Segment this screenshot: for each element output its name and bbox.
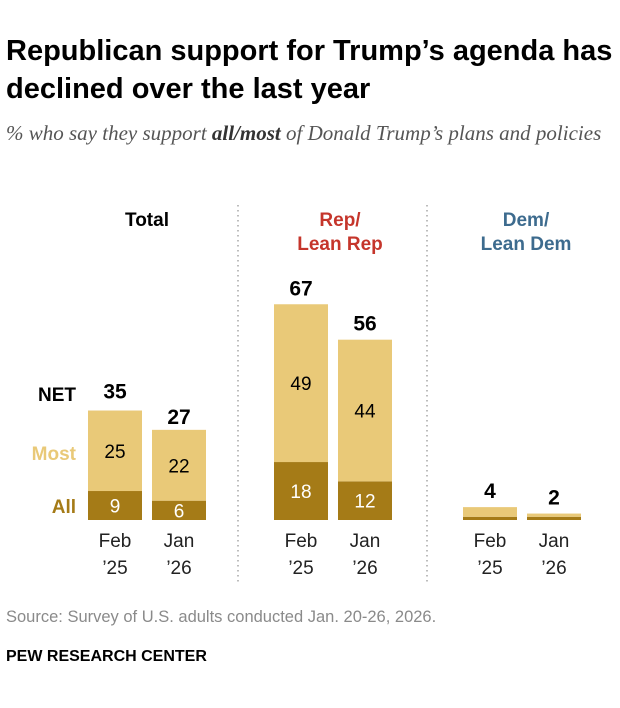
net-label: 2 (548, 487, 560, 510)
panel-title: Rep/ (319, 210, 361, 231)
all-label: 6 (174, 501, 185, 522)
bar-most (527, 513, 581, 517)
x-tick-label: Feb (99, 531, 132, 552)
x-tick-label: Feb (285, 531, 318, 552)
x-tick-label: Jan (539, 531, 570, 552)
panel-title: Lean Rep (297, 234, 383, 255)
x-tick-label: Jan (350, 531, 381, 552)
subtitle-text: % who say they support (6, 121, 212, 145)
subtitle-emphasis: all/most (211, 121, 281, 145)
chart-subtitle: % who say they support all/most of Donal… (6, 118, 616, 149)
bar-most (274, 304, 328, 463)
bar-most (338, 339, 392, 482)
most-label: 44 (354, 402, 376, 423)
bar-most (152, 429, 206, 501)
bar-most (88, 410, 142, 492)
all-label: 12 (354, 492, 375, 513)
net-label: 56 (353, 313, 376, 336)
most-label: 49 (290, 374, 311, 395)
all-label: 18 (290, 482, 311, 503)
org-name: PEW RESEARCH CENTER (6, 648, 207, 665)
bar-all (88, 491, 142, 520)
panel-title: Total (125, 210, 169, 231)
chart-title: Republican support for Trump’s agenda ha… (6, 35, 613, 105)
x-tick-label: ’26 (166, 558, 191, 579)
subtitle-text: of Donald Trump’s plans and policies (280, 121, 602, 145)
bar-all (527, 516, 581, 520)
bar-all (274, 462, 328, 520)
x-tick-label: ’25 (477, 558, 502, 579)
bar-all (152, 500, 206, 520)
panel-title: Lean Dem (481, 234, 572, 255)
most-label: 25 (104, 442, 125, 463)
source-note: Source: Survey of U.S. adults conducted … (6, 608, 437, 626)
x-tick-label: Jan (164, 531, 195, 552)
bar-most (463, 507, 517, 517)
panel-title: Dem/ (503, 210, 550, 231)
legend-net: NET (38, 385, 76, 406)
legend-all: All (52, 497, 76, 518)
net-label: 27 (167, 406, 190, 429)
bar-all (463, 516, 517, 520)
net-label: 4 (484, 480, 496, 503)
x-tick-label: Feb (474, 531, 507, 552)
legend-most: Most (32, 444, 77, 465)
x-tick-label: ’26 (352, 558, 377, 579)
x-tick-label: ’25 (102, 558, 127, 579)
x-tick-label: ’25 (288, 558, 313, 579)
net-label: 67 (289, 277, 312, 300)
bar-all (338, 481, 392, 520)
x-tick-label: ’26 (541, 558, 566, 579)
net-label: 35 (103, 380, 127, 403)
most-label: 22 (168, 456, 189, 477)
all-label: 9 (110, 497, 121, 518)
